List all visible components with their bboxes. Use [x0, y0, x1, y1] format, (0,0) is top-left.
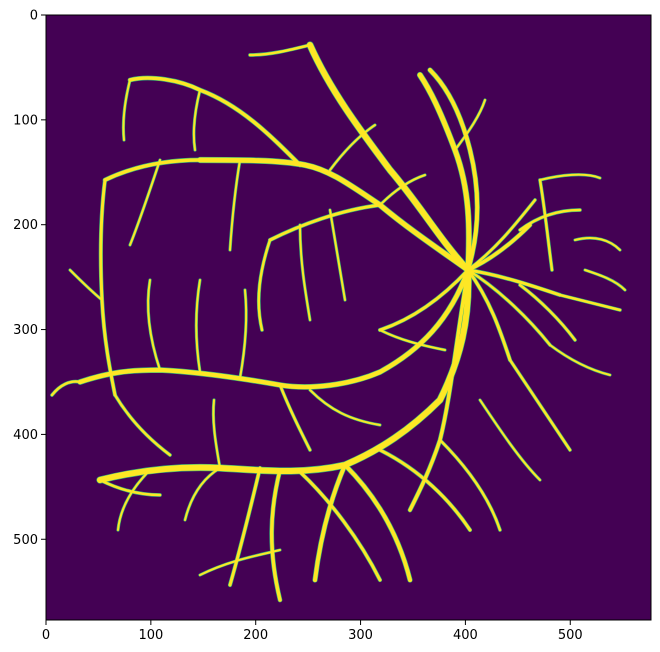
vessel-segment-43 — [329, 209, 346, 301]
vessel-segment-16 — [518, 283, 577, 342]
vessel-segment-54 — [539, 173, 601, 181]
vessel-segment-40 — [229, 159, 241, 251]
vessel-segment-45 — [192, 89, 201, 151]
vessel-segment-56 — [584, 269, 626, 291]
vessel-segment-27 — [98, 478, 162, 497]
vessel-segment-23 — [228, 466, 262, 587]
vessel-segment-4 — [268, 203, 382, 242]
vessel-segment-26 — [117, 469, 151, 531]
vessel-network — [50, 41, 627, 603]
y-tick-label: 0 — [30, 9, 38, 24]
x-tick-label: 0 — [42, 628, 50, 643]
x-tick-label: 500 — [558, 628, 583, 643]
vessel-segment-0 — [307, 42, 471, 273]
vessel-segment-33 — [147, 279, 161, 371]
x-tick-label: 400 — [453, 628, 478, 643]
y-tick-label: 400 — [13, 428, 38, 443]
y-axis-ticks: 0 100 200 300 400 500 — [13, 9, 46, 548]
vessel-segment-3 — [197, 157, 471, 273]
vessel-segment-21 — [438, 438, 502, 532]
vessel-segment-51 — [549, 344, 611, 376]
vessel-segment-11 — [466, 268, 512, 362]
x-axis-ticks: 0 100 200 300 400 500 — [42, 620, 583, 643]
vessel-segment-24 — [298, 470, 382, 582]
y-tick-label: 300 — [13, 323, 38, 338]
vessel-segment-35 — [239, 289, 248, 379]
vessel-segment-20 — [378, 448, 472, 532]
vessel-segment-44 — [122, 79, 131, 141]
vessel-segment-37 — [309, 389, 381, 426]
vessel-segment-59 — [379, 174, 426, 206]
axes-frame — [45, 14, 652, 621]
vessel-segment-53 — [479, 399, 541, 481]
vessel-segment-9 — [378, 268, 470, 332]
vessel-segment-31 — [69, 269, 103, 301]
vessel-segment-15 — [466, 198, 537, 272]
vessel-segment-49 — [538, 178, 554, 272]
vessel-segment-10 — [408, 268, 470, 512]
vessel-segment-36 — [278, 383, 312, 452]
vessel-segment-47 — [419, 74, 446, 126]
vessel-segment-41 — [257, 238, 272, 332]
vessel-segment-39 — [129, 159, 161, 246]
vessel-segment-50 — [558, 293, 622, 312]
vessel-segment-30 — [50, 380, 82, 397]
vessel-segment-57 — [379, 329, 446, 351]
vessel-segment-22 — [270, 468, 282, 602]
vessel-segment-18 — [313, 463, 347, 582]
plot-area — [45, 14, 652, 621]
x-tick-label: 100 — [138, 628, 163, 643]
vessel-segment-2 — [428, 68, 480, 272]
y-tick-label: 100 — [13, 113, 38, 128]
vessel-segment-38 — [212, 399, 221, 469]
y-tick-label: 200 — [13, 218, 38, 233]
vessel-segment-12 — [466, 223, 532, 272]
x-tick-label: 300 — [348, 628, 373, 643]
vessel-segment-58 — [329, 124, 376, 171]
vessel-segment-13 — [466, 268, 562, 297]
vessel-segment-19 — [343, 463, 412, 582]
y-tick-label: 500 — [13, 533, 38, 548]
vessel-segment-17 — [518, 208, 582, 232]
vessel-segment-55 — [574, 237, 621, 251]
vessel-segment-14 — [466, 268, 552, 347]
vessel-segment-6 — [103, 158, 202, 182]
vessel-segment-48 — [454, 99, 486, 151]
vessel-segment-25 — [184, 467, 221, 521]
vessel-segment-42 — [299, 224, 311, 321]
vessel-segment-34 — [195, 279, 201, 373]
vessel-segment-32 — [113, 393, 172, 457]
x-tick-label: 200 — [243, 628, 268, 643]
vessel-segment-52 — [508, 358, 572, 452]
vessel-segment-28 — [199, 549, 281, 576]
vessel-segment-46 — [248, 43, 312, 57]
vessel-segment-5 — [128, 76, 302, 167]
